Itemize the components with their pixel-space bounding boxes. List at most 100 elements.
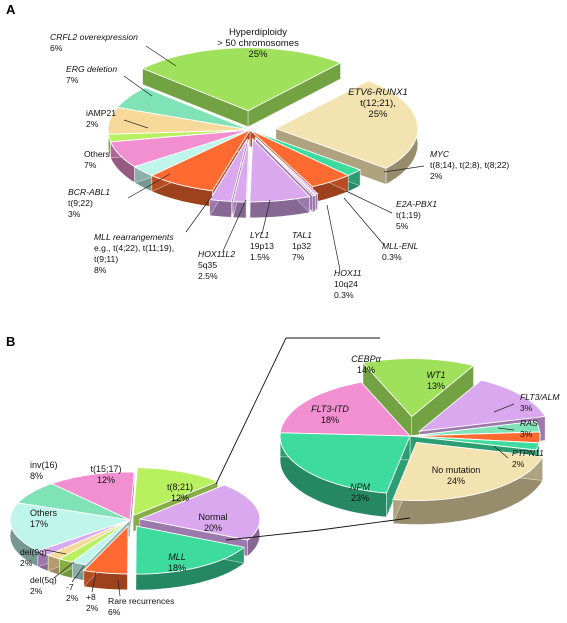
pie-b-label-3-line-0: Rare recurrences [108,596,174,606]
pie-b-label-4-line-1: 2% [86,603,99,613]
pie-b-label-3-line-1: 6% [108,607,121,617]
pie-chart-b: t(8;21) 12%Normal 20%MLL 18%Rare recurrence… [9,460,261,617]
pie-a-label-13-line-1: 7% [66,75,79,85]
pie-a-label-7: LYL1 19p13 1.5% [250,230,274,262]
pie-a-leader-3 [345,190,393,214]
pie-a-label-4: MLL-ENL 0.3% [382,241,419,262]
pie-a-leader-13 [123,75,153,97]
pie-b-top-10 [50,471,135,521]
pie-b-label-0-line-0: t(8;21) [167,482,193,492]
pie-b-label-1-line-0: Normal [198,512,227,522]
pie-a-leader-2 [383,165,425,173]
pie-b-label-10: t(15;17) 12% [90,464,121,485]
pie-a-label-9: MLL rearrangements e.g., t(4;22), t(11;19… [94,232,174,275]
pie-c-label-3: RAS 3% [520,418,538,439]
pie-a-leader-8 [222,199,247,252]
pie-b-top-4 [71,519,131,566]
pie-b-leader-5 [71,565,85,583]
pie-a-top-9 [150,128,252,192]
pie-b-leader-3 [117,579,121,597]
pie-a-top-4 [254,136,319,195]
pie-a-label-5-line-0: HOX11 [334,268,362,278]
pie-a-top-5 [255,137,317,197]
pie-c-top-2 [409,420,541,437]
pie-c-label-0-line-0: CEBPα [351,354,382,364]
pie-a-leader-9 [185,195,213,233]
pie-c-label-1-line-1: 13% [427,381,445,391]
pie-a-label-1: ETV6-RUNX1 t(12;21), 25% [348,87,408,120]
pie-a-label-9-line-0: MLL rearrangements [94,232,174,242]
zoom-connector-bottom [225,529,321,541]
pie-a-label-6-line-1: 1p32 [292,241,311,251]
pie-a-label-0-line-0: Hyperdiploidy [229,27,287,38]
pie-b-label-8-line-1: 17% [30,519,48,529]
pie-b-label-7-line-0: del(9q) [20,547,47,557]
pie-b-top-1 [138,484,261,541]
pie-a-label-2: MYC t(8;14), t(2;8), t(8;22) 2% [430,149,509,181]
pie-c-top-7 [279,381,412,437]
pie-a-label-5-line-1: 10q24 [334,279,358,289]
pie-a-leader-14 [145,45,177,67]
pie-b-slice-2 [135,525,246,591]
pie-b-label-8: Others 17% [30,508,58,529]
pie-a-label-3-line-2: 5% [396,221,409,231]
pie-c-label-4-line-0: PTPN11 [512,448,544,458]
pie-c-slice-6 [279,432,411,518]
pie-b-label-6: del(5q) 2% [30,575,57,596]
pie-c-label-6: NPM 23% [350,482,371,503]
pie-b-labels: t(8;21) 12%Normal 20%MLL 18%Rare recurrence… [20,460,228,617]
pie-b-top-2 [135,525,246,575]
pie-a-label-1-line-2: 25% [368,109,388,120]
pie-b-label-2-line-1: 18% [168,563,186,573]
pie-b-label-8-line-0: Others [30,508,58,518]
pie-a-label-10-line-2: 3% [68,209,81,219]
pie-a-top-8 [208,138,248,202]
pie-b-label-5: -7 2% [66,582,79,603]
pie-a-label-5: HOX11 10q24 0.3% [334,268,362,300]
pie-b-top-8 [9,502,131,552]
pie-b-label-9-line-0: inv(16) [30,460,58,470]
pie-a-label-7-line-1: 19p13 [250,241,274,251]
pie-a-labels: Hyperdiploidy > 50 chromosomes 25%ETV6-RUN… [50,27,509,300]
pie-a-label-9-line-1: e.g., t(4;22), t(11;19), [94,243,174,253]
pie-c-label-6-line-1: 23% [351,493,369,503]
pie-b-label-7: del(9q) 2% [20,547,47,568]
pie-c-label-0-line-1: 14% [357,365,375,375]
zoom-connector [215,337,411,541]
pie-a-label-11-line-1: 7% [84,160,97,170]
pie-c-top-1 [417,379,546,432]
pie-a-label-2-line-0: MYC [430,149,450,159]
pie-a-label-6-line-2: 7% [292,252,305,262]
pie-c-label-3-line-0: RAS [520,418,538,428]
pie-a-label-4-line-1: 0.3% [382,252,402,262]
pie-c-top-0 [362,358,475,418]
pie-c-label-5-line-0: No mutation [432,465,481,475]
pie-c-label-6-line-0: NPM [350,482,371,492]
pie-a-label-8-line-2: 2.5% [198,271,218,281]
pie-a-label-10-line-0: BCR-ABL1 [68,187,110,197]
pie-a-label-8: HOX11L2 5q35 2.5% [198,249,235,281]
pie-a-label-6: TAL1 1p32 7% [292,230,312,262]
pie-c-label-2-line-0: FLT3/ALM [520,392,560,402]
pie-a-leader-10 [127,173,171,199]
pie-a-label-1-line-1: t(12;21), [360,98,396,109]
pie-a-leader-4 [343,197,385,246]
pie-b-label-9: inv(16) 8% [30,460,58,481]
pie-a-label-14-line-0: CRFL2 overexpression [50,32,138,42]
pie-c-label-0: CEBPα 14% [351,354,382,375]
pie-a-label-11-line-0: Others [84,149,110,159]
pie-a-label-12: iAMP21 2% [86,108,116,129]
pie-c-top-3 [409,431,541,444]
pie-a-label-14-line-1: 6% [50,43,63,53]
pie-a-label-13: ERG deletion 7% [66,64,117,85]
pie-c-label-4: PTPN11 2% [512,448,544,469]
pie-b-slice-3 [82,524,129,591]
pie-a-top-3 [249,129,350,188]
pie-a-label-11: Others 7% [84,149,110,170]
pie-b-label-2-line-0: MLL [168,552,186,562]
pie-a-top-14 [116,87,251,131]
pie-a-label-3-line-0: E2A-PBX1 [396,199,437,209]
pie-a-slice-6 [249,137,311,219]
